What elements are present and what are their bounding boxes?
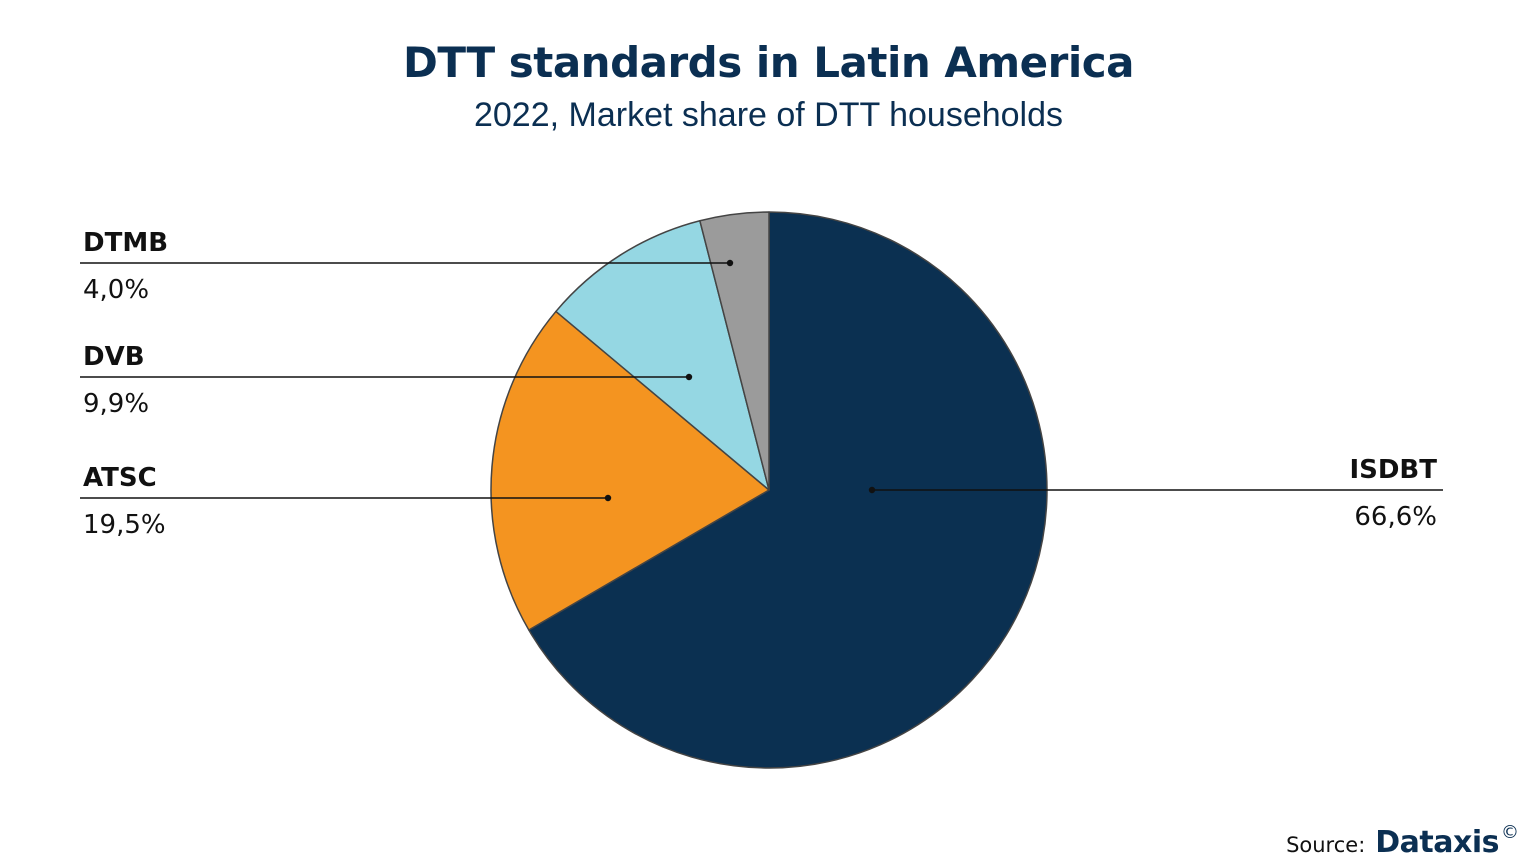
pie-slice-isdbt <box>528 211 1048 769</box>
leader-dot-dtmb <box>726 259 734 267</box>
source-credit: Source: Dataxis © <box>1286 822 1519 860</box>
chart-title: DTT standards in Latin America <box>403 38 1135 87</box>
source-label: Source: <box>1286 833 1366 857</box>
pie-slice-atsc <box>490 310 770 631</box>
leader-dot-atsc <box>604 494 612 502</box>
slice-value-dtmb: 4,0% <box>83 275 149 305</box>
slice-value-dvb: 9,9% <box>83 389 149 419</box>
brand-logo: Dataxis <box>1375 825 1499 860</box>
leader-dot-isdbt <box>868 486 876 494</box>
slice-value-isdbt: 66,6% <box>1354 502 1437 532</box>
slice-label-isdbt: ISDBT <box>1349 455 1437 485</box>
leader-dot-dvb <box>685 373 693 381</box>
pie-slices <box>490 211 1048 769</box>
slice-label-dvb: DVB <box>83 342 145 372</box>
slice-value-atsc: 19,5% <box>83 510 166 540</box>
slice-label-atsc: ATSC <box>83 463 157 493</box>
slice-labels: ISDBT 66,6% ATSC 19,5% DVB 9,9% DTMB 4,0% <box>83 228 1437 540</box>
pie-slice-dtmb <box>699 211 770 491</box>
slice-label-dtmb: DTMB <box>83 228 168 258</box>
chart-subtitle: 2022, Market share of DTT households <box>473 96 1064 134</box>
copyright-mark: © <box>1501 822 1519 843</box>
pie-slice-dvb <box>555 219 770 491</box>
leader-lines <box>80 259 1443 502</box>
